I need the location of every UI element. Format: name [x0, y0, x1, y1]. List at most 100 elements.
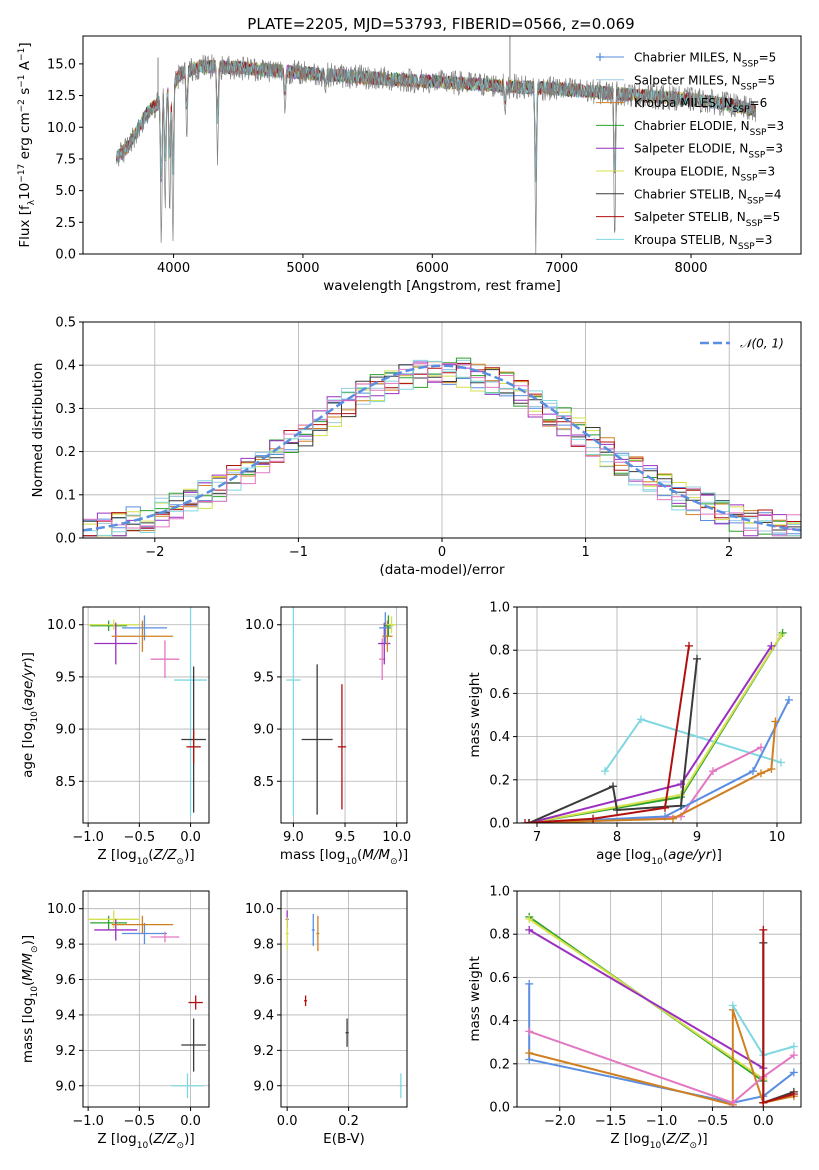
plot-area — [83, 357, 801, 537]
y-tick-label: 9.0 — [55, 1079, 76, 1094]
y-tick-label: 0.0 — [489, 817, 510, 832]
residuals-y-axis-label: Normed distribution — [30, 363, 46, 498]
y-tick-label: 0.0 — [55, 248, 76, 263]
mass-vs-extinction-panel: 0.0 0.2 9.0 9.2 9.4 9.6 9.8 10.0 E(B-V) — [245, 890, 408, 1147]
y-tick-label: 1.0 — [489, 601, 510, 616]
y-tick-label: 0.4 — [55, 359, 76, 374]
observed-spectrum-line — [116, 54, 757, 254]
x-tick-label: −1.5 — [595, 1114, 627, 1129]
y-tick-label: 9.6 — [55, 973, 76, 988]
x-tick-label: −2 — [145, 545, 164, 560]
axes-border — [280, 890, 408, 1108]
x-tick-label: 0 — [438, 545, 446, 560]
mass-weight-z-y-axis-label: mass weight — [467, 956, 483, 1041]
x-tick-label: 10 — [769, 830, 786, 845]
y-tick-label: 0.2 — [55, 445, 76, 460]
x-tick-label: −0.5 — [124, 830, 156, 845]
residual-histogram — [83, 359, 801, 537]
gaussian-curve — [83, 364, 801, 532]
age-vs-z-y-axis-label: age [log10(age/yr)] — [20, 652, 40, 778]
y-tick-label: 10.0 — [245, 618, 274, 633]
x-tick-label: 8000 — [674, 261, 707, 276]
y-tick-label: 9.0 — [55, 723, 76, 738]
x-tick-label: 0.0 — [180, 830, 201, 845]
legend-entry-label: Salpeter ELODIE, NSSP=3 — [634, 142, 783, 161]
axes-frame: −1.0 −0.5 0.0 9.0 9.2 9.4 9.6 9.8 10.0 Z [log10(Z… — [20, 890, 210, 1151]
axes-border — [516, 606, 802, 824]
spectrum-panel: 4000 5000 6000 7000 8000 0.0 2.5 5.0 7.5 10.0 12.5… — [17, 35, 802, 294]
y-tick-label: 12.5 — [47, 89, 76, 104]
y-tick-label: 9.5 — [55, 670, 76, 685]
y-tick-label: 0.2 — [489, 1057, 510, 1072]
x-tick-label: −0.5 — [697, 1114, 729, 1129]
mass-vs-z-y-axis-label: mass [log10(M/M⊙)] — [20, 935, 40, 1063]
x-tick-label: −1.0 — [646, 1114, 678, 1129]
axes-border — [82, 890, 210, 1108]
x-tick-label: 2 — [725, 545, 733, 560]
x-tick-label: 7000 — [545, 261, 578, 276]
axes-frame: 0.0 0.2 9.0 9.2 9.4 9.6 9.8 10.0 E(B-V) — [245, 890, 408, 1147]
y-tick-label: 0.3 — [55, 402, 76, 417]
legend-entry-label: Chabrier ELODIE, NSSP=3 — [634, 119, 784, 138]
legend-entry-label: Kroupa STELIB, NSSP=3 — [634, 233, 772, 252]
legend-entry-label: Chabrier MILES, NSSP=5 — [634, 51, 776, 70]
y-tick-label: 0.0 — [489, 1101, 510, 1116]
y-tick-label: 7.5 — [55, 152, 76, 167]
x-tick-label: 5000 — [286, 261, 319, 276]
age-vs-metallicity-panel: −1.0 −0.5 0.0 8.5 9.0 9.5 10.0 Z [log10(Z/Z⊙)] a… — [20, 606, 210, 867]
mass-weight-z-x-axis-label: Z [log10(Z/Z⊙)] — [610, 1131, 707, 1151]
y-tick-label: 0.6 — [489, 687, 510, 702]
x-tick-label: 0.0 — [753, 1114, 774, 1129]
age-vs-mass-panel: 9.0 9.5 10.0 8.5 9.0 9.5 10.0 mass [log10(M/M⊙)… — [245, 606, 411, 867]
axes-frame: −1.0 −0.5 0.0 8.5 9.0 9.5 10.0 Z [log10(Z/Z⊙)] a… — [20, 606, 210, 867]
x-tick-label: 9.5 — [335, 830, 356, 845]
age-vs-mass-x-axis-label: mass [log10(M/M⊙)] — [280, 847, 408, 867]
axes-frame: −2 −1 0 1 2 0.0 0.1 0.2 0.3 0.4 0.5 𝒩(0, 1) (data-mo… — [30, 316, 802, 578]
axes-frame: 7 8 9 10 0.0 0.2 0.4 0.6 0.8 1.0 age [log10(age/yr… — [467, 601, 802, 867]
axes-border — [82, 606, 210, 824]
x-tick-label: 0.0 — [277, 1114, 298, 1129]
spectrum-y-axis-label: Flux [fλ10−17 erg cm−2 s−1 A−1] — [17, 42, 37, 247]
y-tick-label: 10.0 — [47, 902, 76, 917]
legend-entry-label: Chabrier STELIB, NSSP=4 — [634, 187, 782, 206]
y-tick-label: 9.8 — [253, 938, 274, 953]
residuals-panel: −2 −1 0 1 2 0.0 0.1 0.2 0.3 0.4 0.5 𝒩(0, 1) (data-mo… — [30, 316, 802, 578]
series-line — [528, 699, 790, 823]
y-tick-label: 0.5 — [55, 316, 76, 331]
y-tick-label: 0.4 — [489, 730, 510, 745]
plot-area — [521, 628, 793, 823]
y-tick-label: 10.0 — [47, 121, 76, 136]
plot-area — [285, 910, 403, 1099]
y-tick-label: 1.0 — [489, 885, 510, 900]
spectrum-legend: Chabrier MILES, NSSP=5 Salpeter MILES, NS… — [596, 51, 784, 252]
residual-histogram — [83, 361, 801, 537]
spectrum-x-axis-label: wavelength [Angstrom, rest frame] — [323, 278, 561, 294]
x-tick-label: 0.0 — [180, 1114, 201, 1129]
mass-weight-vs-age-panel: 7 8 9 10 0.0 0.2 0.4 0.6 0.8 1.0 age [log10(age/yr… — [467, 601, 802, 867]
mass-vs-metallicity-panel: −1.0 −0.5 0.0 9.0 9.2 9.4 9.6 9.8 10.0 Z [log10(Z… — [20, 890, 210, 1151]
y-tick-label: 10.0 — [47, 618, 76, 633]
y-tick-label: 8.5 — [253, 775, 274, 790]
residuals-x-axis-label: (data-model)/error — [379, 562, 505, 578]
y-tick-label: 0.4 — [489, 1014, 510, 1029]
plot-area — [116, 36, 757, 254]
y-tick-label: 0.6 — [489, 971, 510, 986]
mass-weight-age-x-axis-label: age [log10(age/yr)] — [596, 847, 722, 867]
plot-area — [286, 607, 396, 816]
y-tick-label: 9.4 — [253, 1008, 274, 1023]
y-tick-label: 0.8 — [489, 928, 510, 943]
legend-entry-label: Kroupa ELODIE, NSSP=3 — [634, 165, 775, 184]
axes-frame: 9.0 9.5 10.0 8.5 9.0 9.5 10.0 mass [log10(M/M⊙)… — [245, 606, 411, 867]
x-tick-label: −1.0 — [72, 1114, 104, 1129]
axes-frame: −2.0 −1.5 −1.0 −0.5 0.0 0.0 0.2 0.4 0.6 0.8 1.0 Z [… — [467, 885, 802, 1151]
x-tick-label: 1 — [581, 545, 589, 560]
axes-border — [280, 606, 408, 824]
x-tick-label: 7 — [533, 830, 541, 845]
axes-border — [516, 890, 802, 1108]
mass-weight-vs-metallicity-panel: −2.0 −1.5 −1.0 −0.5 0.0 0.0 0.2 0.4 0.6 0.8 1.0 Z [… — [467, 885, 802, 1151]
x-tick-label: 9 — [693, 830, 701, 845]
y-tick-label: 9.5 — [253, 670, 274, 685]
mass-vs-z-x-axis-label: Z [log10(Z/Z⊙)] — [97, 1131, 194, 1151]
